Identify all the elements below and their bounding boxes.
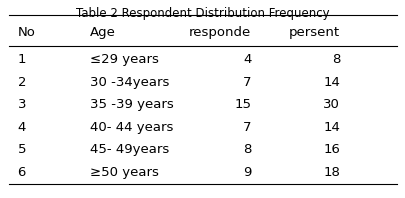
Text: 35 -39 years: 35 -39 years [90,98,173,111]
Text: 45- 49years: 45- 49years [90,143,169,156]
Text: 4: 4 [243,53,251,67]
Text: 40- 44 years: 40- 44 years [90,121,173,134]
Text: 5: 5 [17,143,26,156]
Text: No: No [17,26,35,39]
Text: 16: 16 [322,143,339,156]
Text: responde: responde [189,26,251,39]
Text: 1: 1 [17,53,26,67]
Text: 8: 8 [243,143,251,156]
Text: 14: 14 [322,76,339,89]
Text: persent: persent [288,26,339,39]
Text: 15: 15 [234,98,251,111]
Text: 4: 4 [17,121,26,134]
Text: 7: 7 [242,76,251,89]
Text: 18: 18 [322,166,339,179]
Text: 9: 9 [243,166,251,179]
Text: 3: 3 [17,98,26,111]
Text: Age: Age [90,26,116,39]
Text: ≥50 years: ≥50 years [90,166,159,179]
Text: 30 -34years: 30 -34years [90,76,169,89]
Text: 14: 14 [322,121,339,134]
Text: 8: 8 [331,53,339,67]
Text: 30: 30 [322,98,339,111]
Text: 6: 6 [17,166,26,179]
Text: ≤29 years: ≤29 years [90,53,159,67]
Text: 2: 2 [17,76,26,89]
Text: 7: 7 [242,121,251,134]
Text: Table 2 Respondent Distribution Frequency: Table 2 Respondent Distribution Frequenc… [76,7,329,20]
